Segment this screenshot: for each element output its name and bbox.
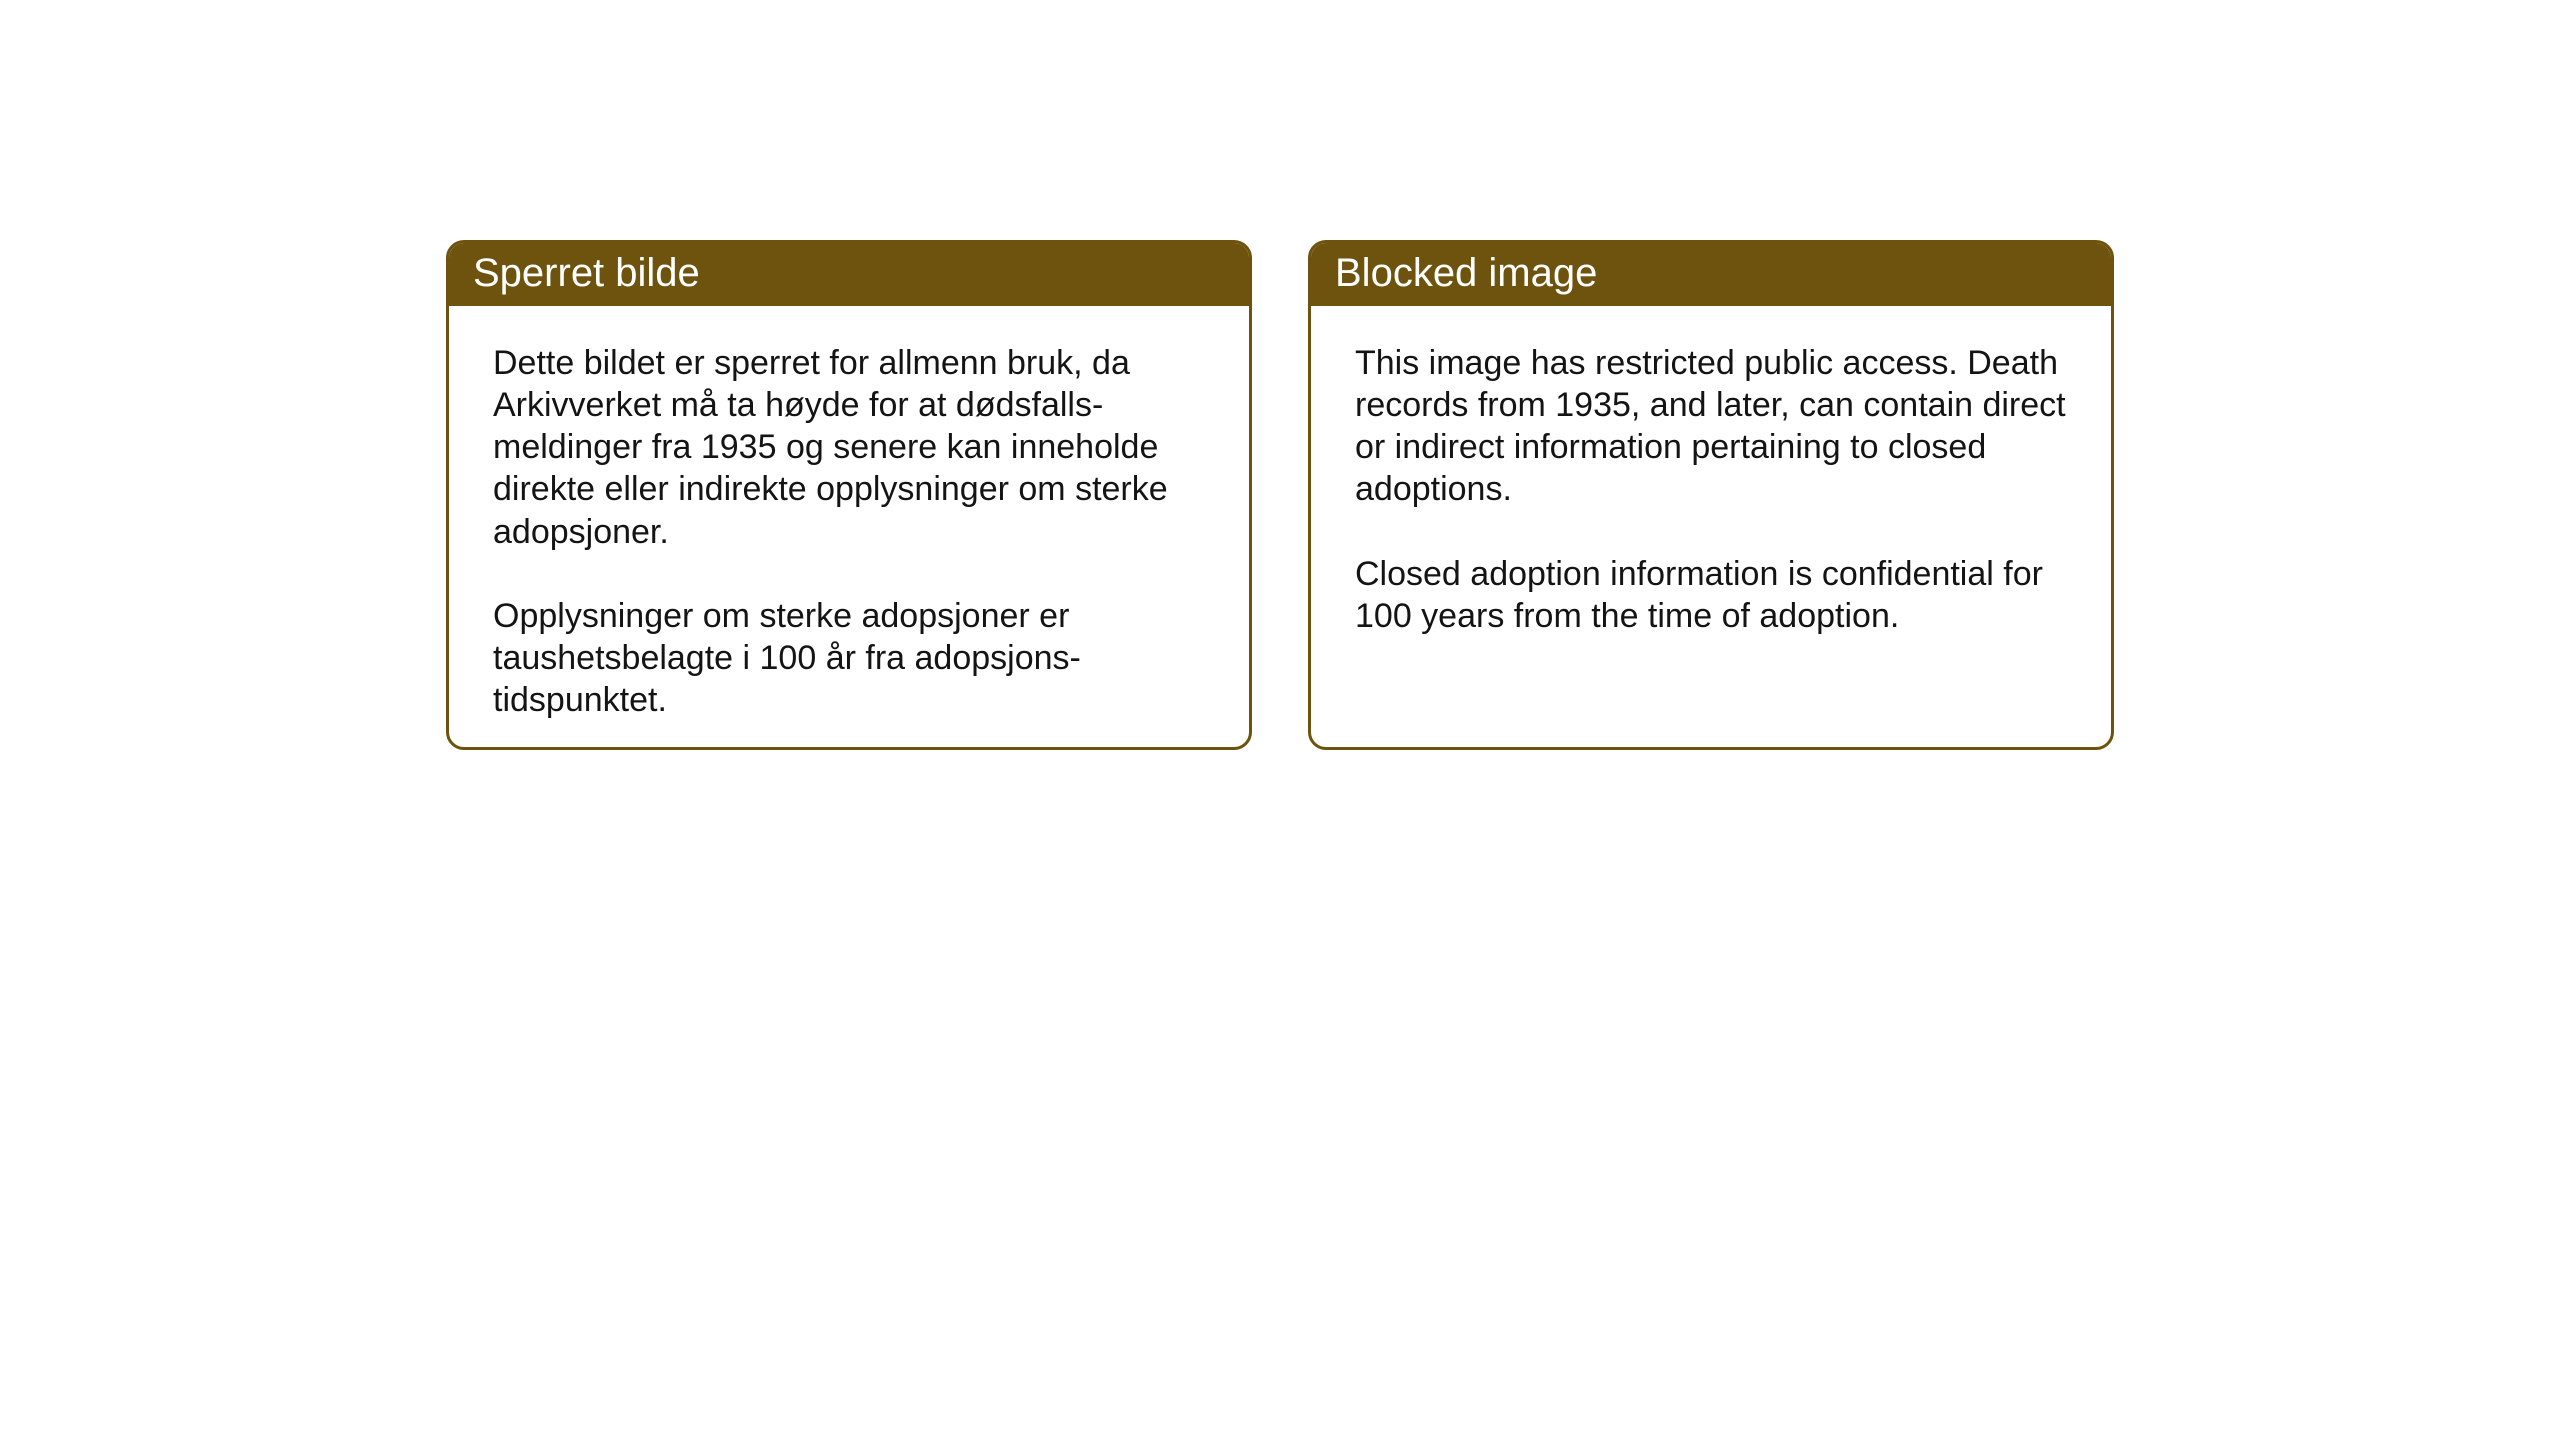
card-body-norwegian: Dette bildet er sperret for allmenn bruk… xyxy=(449,306,1249,750)
card-paragraph-1: Dette bildet er sperret for allmenn bruk… xyxy=(493,342,1205,553)
card-header-english: Blocked image xyxy=(1311,243,2111,306)
card-paragraph-1: This image has restricted public access.… xyxy=(1355,342,2067,511)
card-title: Blocked image xyxy=(1335,251,1597,295)
card-paragraph-2: Opplysninger om sterke adopsjoner er tau… xyxy=(493,595,1205,721)
card-paragraph-2: Closed adoption information is confident… xyxy=(1355,553,2067,637)
card-body-english: This image has restricted public access.… xyxy=(1311,306,2111,673)
card-title: Sperret bilde xyxy=(473,251,700,295)
notice-card-english: Blocked image This image has restricted … xyxy=(1308,240,2114,750)
card-header-norwegian: Sperret bilde xyxy=(449,243,1249,306)
notice-card-norwegian: Sperret bilde Dette bildet er sperret fo… xyxy=(446,240,1252,750)
notice-cards-container: Sperret bilde Dette bildet er sperret fo… xyxy=(446,240,2114,750)
